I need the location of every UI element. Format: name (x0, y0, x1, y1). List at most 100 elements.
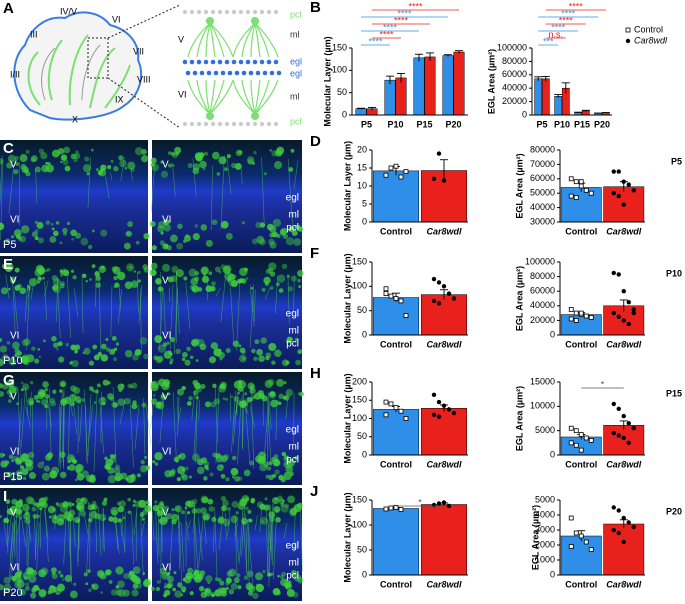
y-tick-label: 15 (357, 162, 367, 172)
zoom-line (107, 4, 181, 39)
cell (144, 504, 152, 513)
data-point (631, 188, 636, 193)
cell (271, 360, 276, 365)
cell (187, 500, 195, 508)
fiber (176, 396, 179, 419)
cell (123, 397, 131, 405)
cell (153, 270, 157, 275)
cell (100, 354, 109, 362)
cell (131, 382, 138, 389)
fiber (220, 155, 225, 230)
fiber (83, 513, 89, 535)
cell (141, 155, 149, 163)
data-point (568, 440, 574, 446)
cell (59, 389, 63, 393)
cell (12, 341, 20, 350)
fiber (177, 406, 182, 424)
layer-label: egl (290, 68, 302, 78)
data-point (441, 500, 447, 505)
cell (253, 356, 258, 362)
folia-inner (41, 44, 101, 101)
layer-label: ml (288, 442, 299, 453)
lobule-label: IX (115, 94, 124, 104)
fiber (237, 397, 242, 465)
panel-letter: D (310, 133, 321, 150)
cell (134, 147, 144, 156)
dendrite (187, 79, 211, 115)
cell (255, 221, 262, 229)
cell (285, 465, 294, 474)
y-tick-label: 100000 (525, 256, 555, 266)
age-label: P5 (3, 239, 16, 251)
cell (101, 401, 106, 406)
fiber (34, 514, 37, 558)
data-point (393, 163, 399, 169)
cell (6, 379, 15, 388)
cell (171, 508, 175, 512)
cell (186, 401, 192, 406)
fiber (70, 404, 74, 417)
cell (119, 159, 127, 168)
y-tick-label: 15000 (530, 376, 555, 386)
cell (130, 280, 139, 288)
cell (220, 220, 229, 229)
cell (42, 381, 49, 388)
y-tick-label: 0 (522, 109, 527, 119)
cell (32, 513, 38, 519)
data-point (626, 421, 631, 426)
data-point (383, 399, 389, 405)
x-tick-label: Car8wdl (606, 579, 642, 589)
cell (43, 465, 51, 472)
y-tick-label: 50 (357, 431, 367, 441)
data-point (631, 426, 636, 431)
fiber (8, 164, 15, 214)
fiber (47, 398, 52, 427)
cell (278, 498, 285, 505)
cell (167, 575, 175, 583)
cell (194, 276, 199, 282)
cell (170, 468, 176, 474)
cell (264, 497, 268, 501)
y-tick-label: 40000 (530, 202, 555, 212)
legend-label: Control (634, 24, 663, 34)
cell (204, 151, 208, 156)
cell (211, 219, 218, 226)
cell (275, 461, 278, 464)
cell (101, 397, 105, 401)
micrograph: V VI I P20 (0, 488, 152, 601)
data-point (611, 270, 616, 276)
cell (7, 154, 16, 163)
panel-letter: G (3, 372, 15, 389)
data-point (626, 182, 631, 187)
cell (51, 466, 60, 475)
fiber (66, 274, 72, 339)
fiber (87, 394, 92, 456)
cell (157, 355, 164, 363)
cell (198, 585, 205, 592)
cell (288, 167, 294, 172)
cell (87, 244, 93, 250)
fiber (35, 169, 38, 204)
cell (163, 379, 171, 387)
cell (43, 496, 49, 502)
cell (51, 507, 57, 512)
dendrite (187, 22, 211, 58)
cell (5, 238, 10, 244)
cell (127, 221, 134, 228)
egl-dot (206, 70, 212, 76)
cell (258, 451, 267, 460)
cell (36, 276, 43, 282)
cell (65, 342, 70, 347)
neuron (251, 17, 259, 25)
cell (287, 459, 296, 467)
y-tick-label: 0 (550, 329, 555, 339)
cell (247, 159, 254, 165)
fiber (130, 168, 134, 181)
cell (85, 582, 89, 586)
cell (150, 157, 157, 164)
pc-dot (238, 9, 244, 15)
cell (177, 466, 186, 475)
fiber (249, 285, 253, 312)
cell (96, 383, 101, 388)
